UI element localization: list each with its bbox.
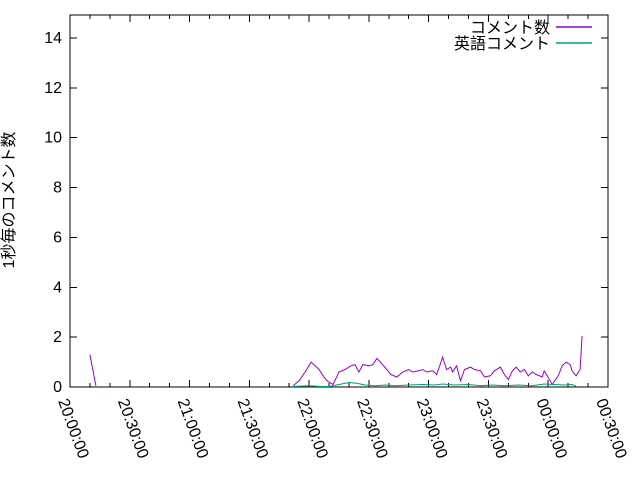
x-tick-label: 21:30:00	[234, 397, 271, 461]
x-tick-label: 22:30:00	[353, 397, 390, 461]
x-tick-label: 21:00:00	[174, 397, 211, 461]
y-tick-label: 0	[53, 379, 62, 396]
y-tick-label: 10	[44, 130, 62, 147]
series-lines	[89, 335, 583, 387]
x-tick-label: 00:00:00	[532, 397, 569, 461]
y-tick-label: 2	[53, 329, 62, 346]
x-tick-label: 20:00:00	[54, 397, 91, 461]
series-line-comments	[89, 354, 97, 386]
x-tick-label: 23:00:00	[413, 397, 450, 461]
y-tick-label: 6	[53, 229, 62, 246]
plot-border	[69, 14, 609, 388]
x-tick-label: 20:30:00	[114, 397, 151, 461]
y-tick-label: 12	[44, 80, 62, 97]
series-line-english-comments	[293, 381, 577, 387]
y-tick-label: 8	[53, 180, 62, 197]
x-tick-label: 00:30:00	[592, 397, 629, 461]
x-tick-label: 22:00:00	[293, 397, 330, 461]
legend: コメント数 英語コメント	[454, 19, 592, 53]
legend-label-comments: コメント数	[470, 19, 550, 37]
legend-label-english-comments: 英語コメント	[454, 35, 550, 53]
y-axis-title: 1秒毎のコメント数	[0, 132, 18, 269]
y-tick-label: 4	[53, 279, 62, 296]
series-line-comments	[292, 335, 583, 387]
axis-ticks: 20:00:00 20:30:00 21:00:00 21:30:00 22:00:00…	[44, 15, 630, 461]
y-tick-label: 14	[44, 30, 62, 47]
x-tick-label: 23:30:00	[473, 397, 510, 461]
